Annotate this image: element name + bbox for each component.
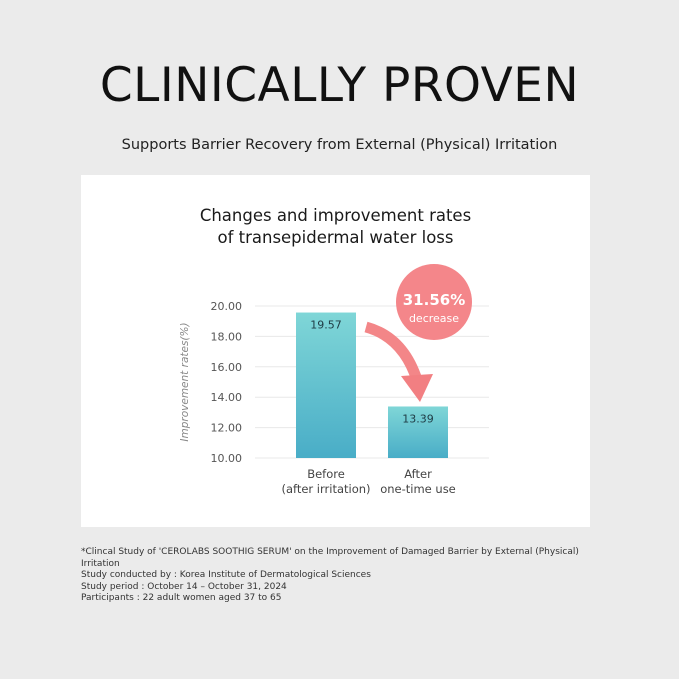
bar-value-label: 13.39 (402, 412, 434, 425)
x-category-label: (after irritation) (281, 482, 370, 496)
y-tick-label: 10.00 (211, 452, 243, 465)
y-tick-label: 18.00 (211, 330, 243, 343)
bar (388, 406, 448, 458)
y-tick-label: 14.00 (211, 391, 243, 404)
decrease-arrow (364, 321, 423, 382)
chart-title-line-2: of transepidermal water loss (217, 228, 454, 247)
x-category-label: Before (307, 467, 345, 481)
page-subtitle: Supports Barrier Recovery from External … (121, 137, 558, 153)
study-footnote: *Clincal Study of 'CEROLABS SOOTHIG SERU… (81, 547, 611, 605)
footnote-line-2: Irritation (81, 558, 120, 569)
bar-value-label: 19.57 (310, 319, 342, 332)
bar-chart: 20.00 18.00 16.00 14.00 12.00 10.00 Improvemen… (179, 264, 489, 496)
y-tick-label: 20.00 (211, 300, 243, 313)
footnote-line-1: *Clincal Study of 'CEROLABS SOOTHIG SERU… (81, 547, 579, 557)
decrease-badge-label: decrease (409, 312, 459, 325)
x-category-label: one-time use (380, 482, 456, 496)
y-axis-label: Improvement rates(%) (179, 322, 191, 441)
page-title: CLINICALLY PROVEN (99, 58, 580, 113)
footnote-line-4: Study period : October 14 – October 31, … (81, 581, 287, 592)
bar (296, 312, 356, 458)
decrease-badge (396, 264, 472, 340)
footnote-line-5: Participants : 22 adult women aged 37 to… (81, 593, 282, 603)
footnote-line-3: Study conducted by : Korea Institute of … (81, 570, 371, 580)
decrease-arrow-head (401, 374, 433, 402)
chart-title-line-1: Changes and improvement rates (199, 206, 472, 225)
y-tick-label: 12.00 (211, 422, 243, 435)
decrease-badge-value: 31.56% (403, 291, 465, 309)
x-category-label: After (404, 467, 432, 481)
y-tick-label: 16.00 (211, 361, 243, 374)
chart-card: Changes and improvement rates of transep… (81, 175, 590, 527)
chart-title: Changes and improvement rates of transep… (81, 205, 590, 249)
